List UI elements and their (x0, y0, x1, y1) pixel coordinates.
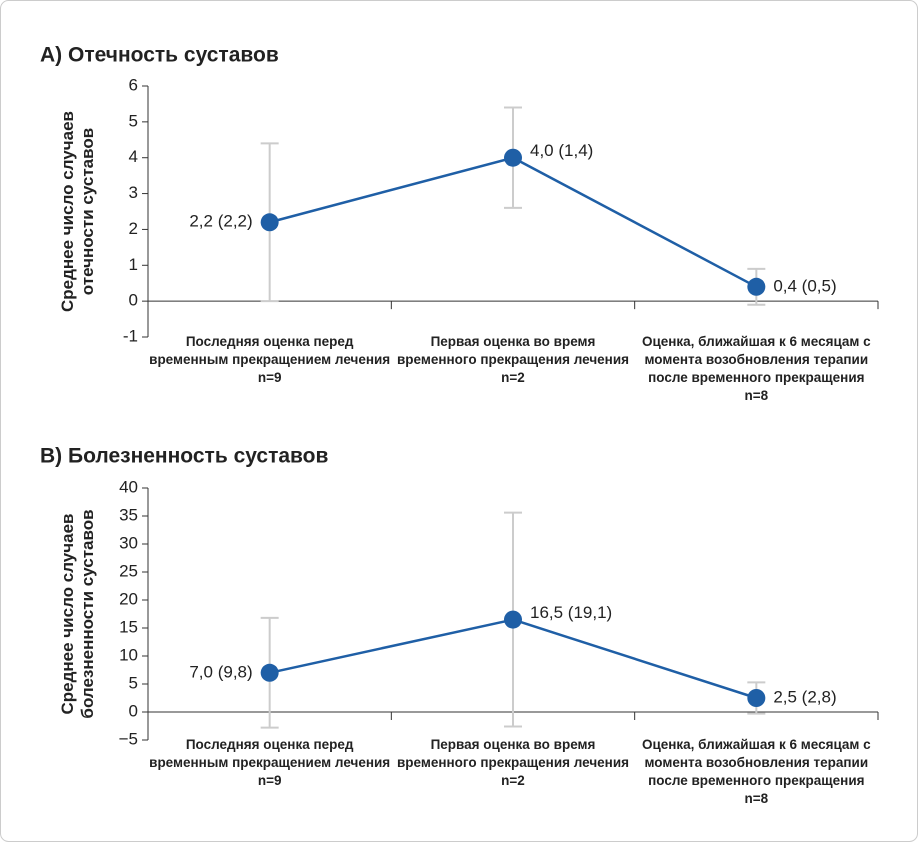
y-axis-label: Среднее число случаев отечности суставов (58, 111, 97, 312)
y-tick-label: 6 (129, 75, 138, 94)
data-point (747, 689, 766, 707)
data-point (260, 663, 279, 682)
x-tick-label: Первая оценка во время временного прекра… (396, 334, 629, 385)
y-tick-label: 3 (129, 183, 138, 202)
y-tick-label: 25 (119, 561, 138, 580)
x-tick-label: Последняя оценка перед временным прекращ… (149, 737, 391, 788)
x-tick-label: Оценка, ближайшая к 6 месяцам с момента … (641, 334, 871, 403)
y-tick-label: 35 (119, 505, 138, 524)
y-tick-label: −5 (119, 729, 138, 748)
y-axis-label-box: Среднее число случаев отечности суставов (58, 111, 97, 312)
y-tick-label: 15 (119, 617, 138, 636)
y-tick-label: 5 (129, 111, 138, 130)
x-tick-label-box: Оценка, ближайшая к 6 месяцам с момента … (641, 737, 871, 806)
data-point (260, 213, 279, 232)
data-label: 2,5 (2,8) (773, 687, 836, 706)
x-tick-label-box: Первая оценка во время временного прекра… (396, 737, 629, 788)
data-point (504, 610, 522, 629)
data-label: 7,0 (9,8) (189, 662, 252, 681)
data-label: 0,4 (0,5) (773, 276, 836, 295)
data-label: 16,5 (19,1) (530, 603, 612, 622)
x-tick-label: Последняя оценка перед временным прекращ… (149, 334, 391, 385)
data-label: 4,0 (1,4) (530, 141, 593, 160)
y-axis-label-box: Среднее число случаев болезненности суст… (58, 509, 97, 719)
x-tick-label-box: Первая оценка во время временного прекра… (396, 334, 629, 385)
x-tick-label-box: Оценка, ближайшая к 6 месяцам с момента … (641, 334, 871, 403)
y-tick-label: 40 (119, 477, 138, 496)
x-tick-label-box: Последняя оценка перед временным прекращ… (149, 334, 391, 385)
y-tick-label: -1 (123, 326, 138, 345)
data-point (504, 148, 522, 167)
y-tick-label: 0 (129, 701, 138, 720)
data-label: 2,2 (2,2) (189, 212, 252, 231)
y-tick-label: 1 (129, 255, 138, 274)
chart-title: B) Болезненность суставов (40, 445, 329, 468)
data-point (747, 277, 766, 296)
y-tick-label: 0 (129, 291, 138, 310)
x-tick-label-box: Последняя оценка перед временным прекращ… (149, 737, 391, 788)
y-tick-label: 20 (119, 589, 138, 608)
x-tick-label: Первая оценка во время временного прекра… (396, 737, 629, 788)
y-axis-label: Среднее число случаев болезненности суст… (58, 509, 97, 719)
y-tick-label: 10 (119, 645, 138, 664)
y-tick-label: 4 (129, 147, 138, 166)
y-tick-label: 5 (129, 673, 138, 692)
y-tick-label: 30 (119, 533, 138, 552)
chart-title: A) Отечность суставов (40, 44, 279, 67)
x-tick-label: Оценка, ближайшая к 6 месяцам с момента … (641, 737, 871, 806)
y-tick-label: 2 (129, 219, 138, 238)
